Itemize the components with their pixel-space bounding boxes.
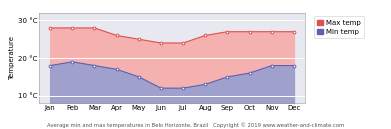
- Text: Average min and max temperatures in Belo Horizonte, Brazil   Copyright © 2019 ww: Average min and max temperatures in Belo…: [47, 122, 344, 128]
- Y-axis label: Temperature: Temperature: [9, 36, 15, 80]
- Legend: Max temp, Min temp: Max temp, Min temp: [314, 16, 364, 38]
